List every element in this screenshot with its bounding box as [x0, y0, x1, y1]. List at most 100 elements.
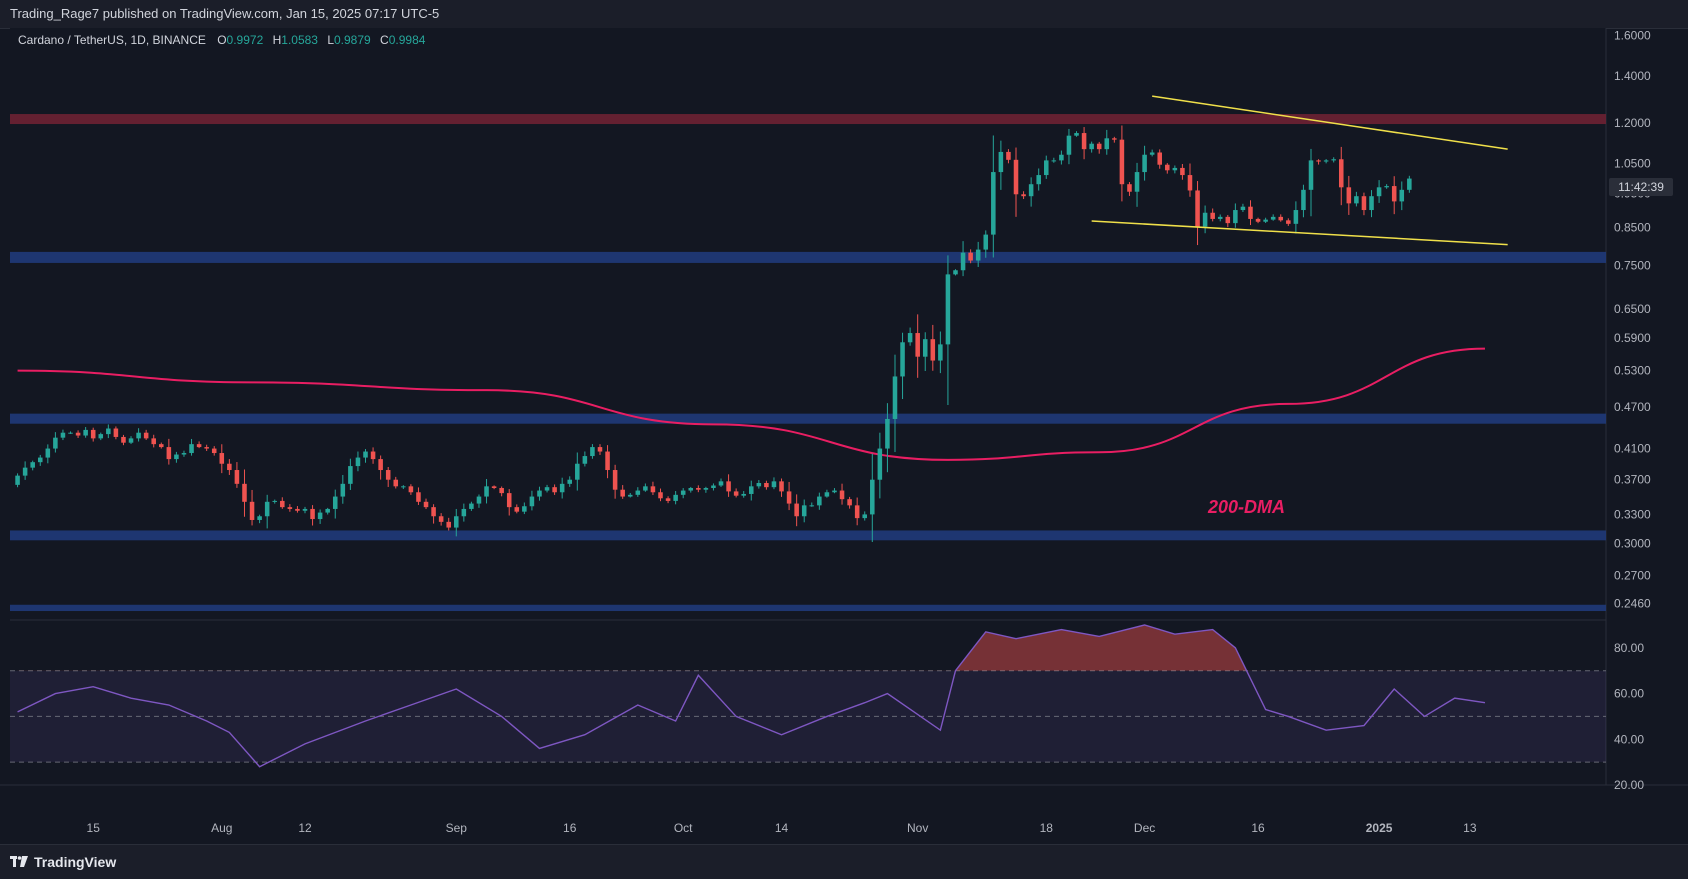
candle [1104, 129, 1110, 155]
candle-body [522, 506, 527, 512]
candle [1149, 149, 1155, 157]
candle-body [1202, 212, 1208, 227]
low-value: 0.9879 [334, 33, 371, 47]
candle-body [1233, 210, 1238, 224]
candle-body [37, 457, 43, 463]
candle [544, 484, 550, 493]
candle-body [1172, 167, 1178, 171]
chart-area[interactable]: 1.60001.40001.20001.05000.95000.85000.75… [0, 28, 1688, 844]
tradingview-logo[interactable]: TradingView [10, 854, 116, 870]
candle [53, 432, 58, 453]
candle-body [1187, 175, 1193, 191]
candle-body [801, 505, 807, 517]
candle-body [22, 467, 28, 476]
candle [1354, 191, 1359, 207]
symbol-title: Cardano / TetherUS, 1D, BINANCE [18, 33, 206, 47]
close-value: 0.9984 [389, 33, 426, 47]
candle-body [673, 494, 678, 501]
candle-body [408, 486, 414, 493]
candle [431, 504, 436, 524]
candle-body [1028, 184, 1034, 197]
rsi-tick-label: 60.00 [1614, 687, 1644, 701]
candle [174, 451, 179, 463]
candle-body [211, 448, 217, 454]
candle [310, 505, 315, 526]
candle [1376, 180, 1382, 203]
candle-body [627, 494, 633, 497]
candle [302, 506, 308, 514]
price-tick-label: 0.6500 [1614, 302, 1651, 316]
dma-200-line [17, 347, 1485, 461]
candle [227, 459, 232, 475]
candle [1399, 181, 1405, 211]
close-label: C [380, 33, 389, 47]
candle-body [1225, 216, 1231, 224]
candle [870, 453, 875, 543]
candle [930, 324, 936, 371]
candle-body [764, 482, 769, 488]
candle [1066, 128, 1072, 165]
candle [1263, 217, 1268, 224]
candle [1384, 184, 1389, 189]
candle [1323, 159, 1329, 164]
candle [1036, 168, 1041, 191]
candle-body [257, 516, 262, 520]
candle [1338, 146, 1344, 206]
candle-body [680, 490, 686, 495]
candle-body [484, 486, 489, 497]
candle-body [332, 496, 338, 509]
candle [733, 488, 739, 498]
price-pane[interactable] [10, 28, 1606, 620]
support-zone-2 [10, 251, 1606, 263]
candle-body [1165, 164, 1170, 171]
time-tick-label: 2025 [1366, 821, 1393, 835]
rsi-axis[interactable]: 80.00 60.00 40.00 20.00 [1614, 641, 1644, 792]
candle [37, 454, 43, 466]
candle [575, 452, 580, 491]
candle [98, 432, 104, 441]
price-tick-label: 1.2000 [1614, 116, 1651, 130]
rsi-line [17, 624, 1486, 768]
candle [348, 458, 353, 490]
candle [1278, 214, 1284, 222]
candle-body [234, 470, 240, 484]
candle [696, 485, 701, 493]
price-axis[interactable]: 1.60001.40001.20001.05000.95000.85000.75… [1614, 28, 1651, 610]
candle [1165, 163, 1170, 174]
candle-body [1384, 186, 1389, 188]
candle-body [1195, 190, 1200, 227]
candle [476, 494, 482, 508]
candle [1407, 175, 1412, 193]
candle-body [1081, 133, 1087, 150]
candle [1112, 136, 1117, 143]
candle [1074, 131, 1079, 137]
candle [1195, 181, 1200, 246]
candle-body [1149, 152, 1155, 155]
candle-body [854, 505, 860, 519]
candle-body [446, 521, 451, 528]
price-chart[interactable]: 1.60001.40001.20001.05000.95000.85000.75… [0, 28, 1688, 844]
time-axis[interactable]: 15 Aug 12 Sep 16 Oct 14 Nov 18 Dec 16 2025 13 [87, 821, 1477, 835]
candle-body [431, 507, 436, 517]
candle-body [295, 508, 300, 511]
candle [446, 517, 451, 531]
candle [854, 497, 860, 526]
candle-body [771, 481, 777, 488]
candle-body [159, 444, 164, 448]
candle [590, 444, 595, 459]
candle-body [930, 339, 936, 361]
candle [30, 460, 35, 471]
candle-body [1391, 186, 1397, 202]
candle [317, 509, 323, 524]
candle-body [348, 466, 353, 484]
candle-body [53, 437, 58, 449]
publish-bar: Trading_Rage7 published on TradingView.c… [0, 0, 1688, 29]
candle-body [264, 501, 270, 517]
candle [1096, 141, 1102, 154]
candle-body [438, 516, 444, 522]
candle [756, 480, 762, 489]
candle-body [915, 333, 920, 357]
candle-body [718, 481, 724, 486]
candle [1346, 175, 1352, 215]
candle [499, 486, 504, 497]
